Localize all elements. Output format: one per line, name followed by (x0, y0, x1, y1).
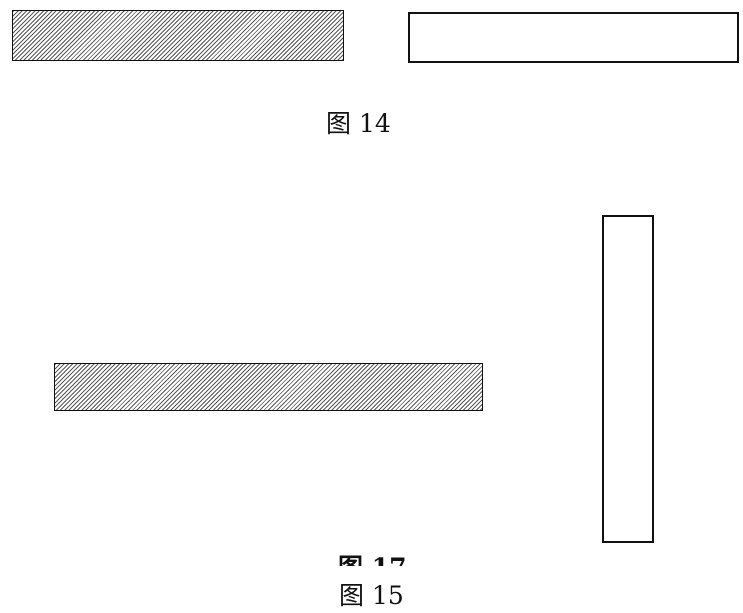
clipped-caption-text: 图 17 (338, 555, 407, 566)
white-bar (408, 12, 739, 63)
clipped-caption-fragment: 图 17 (316, 540, 456, 566)
figure-caption: 图 14 (326, 109, 391, 138)
figure-caption: 图 15 (339, 581, 404, 610)
hatched-bar (12, 10, 344, 61)
hatched-bar (54, 363, 483, 411)
vertical-white-bar (602, 215, 654, 543)
